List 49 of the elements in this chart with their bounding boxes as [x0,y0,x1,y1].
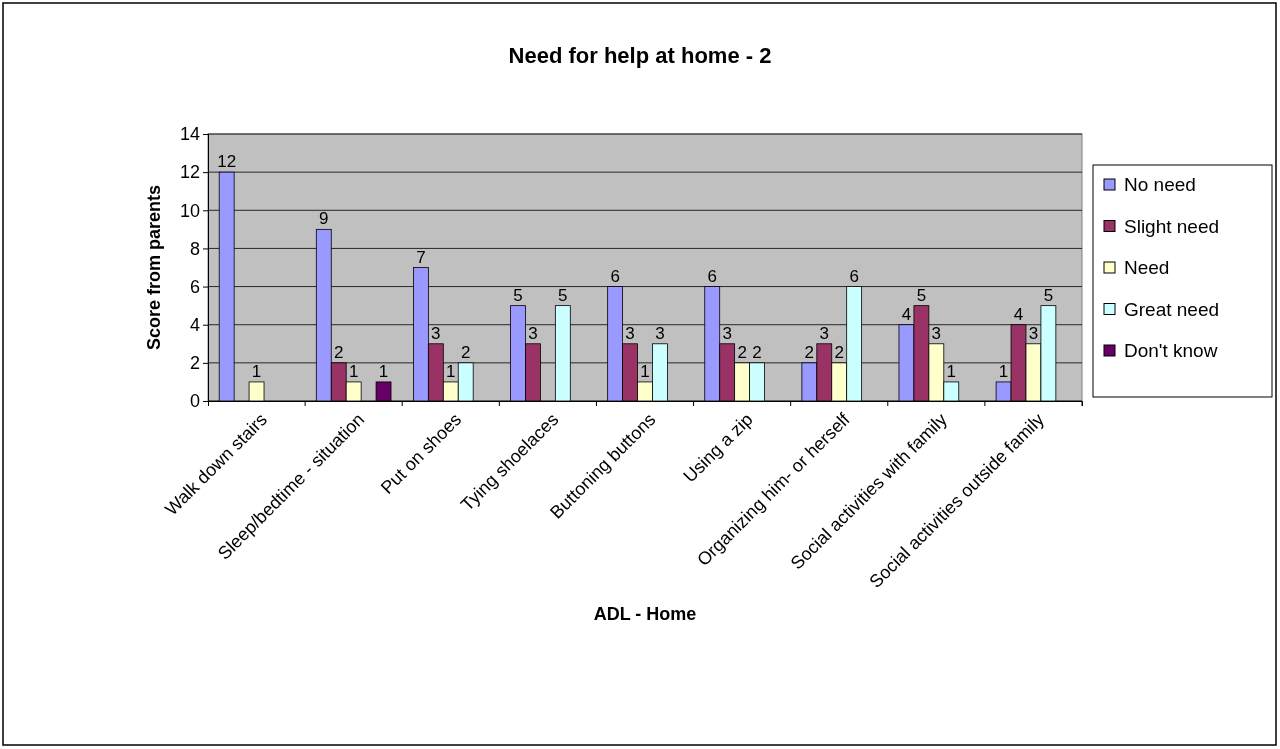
data-label: 3 [722,323,732,343]
data-label: 6 [849,266,859,286]
legend-label: Don't know [1124,340,1218,361]
data-label: 6 [610,266,620,286]
y-tick-label: 10 [179,200,200,221]
data-label: 2 [804,342,815,362]
data-label: 4 [901,304,912,324]
data-label: 1 [640,361,650,381]
x-axis-title: ADL - Home [593,604,697,624]
data-label: 2 [737,342,747,362]
data-label: 3 [819,323,830,343]
data-label: 3 [528,323,538,343]
y-tick-label: 8 [189,238,200,259]
y-axis-title: Score from parents [144,184,164,351]
y-tick-label: 4 [189,314,200,335]
data-label: 12 [217,152,237,172]
data-label: 3 [931,323,942,343]
data-label: 1 [348,361,359,381]
data-label: 1 [378,361,389,381]
data-label: 1 [446,361,456,381]
data-label: 4 [1013,304,1024,324]
legend-label: Great need [1124,298,1220,320]
data-label: 3 [431,323,441,343]
data-label: 6 [707,266,717,286]
data-label: 2 [460,342,471,362]
y-tick-label: 2 [189,353,200,374]
data-label: 1 [946,361,957,381]
data-label: 2 [752,342,762,362]
data-label: 9 [319,209,329,229]
data-label: 3 [625,323,635,343]
data-label: 5 [1043,285,1054,305]
data-label: 3 [1028,323,1039,343]
data-label: 1 [251,361,262,381]
data-label: 5 [916,285,927,305]
data-label: 3 [655,323,665,343]
legend-label: No need [1124,174,1196,195]
data-label: 5 [558,285,568,305]
data-label: 5 [513,285,523,305]
chart-title: Need for help at home - 2 [508,43,772,68]
data-label: 1 [998,361,1009,381]
y-tick-label: 12 [179,162,200,183]
data-label: 2 [333,342,344,362]
data-label: 2 [834,342,844,362]
legend-label: Slight need [1124,215,1220,237]
y-tick-label: 14 [179,124,200,145]
data-label: 7 [416,247,426,267]
y-tick-label: 6 [189,276,200,297]
legend-label: Need [1124,257,1170,278]
y-tick-label: 0 [189,391,200,412]
